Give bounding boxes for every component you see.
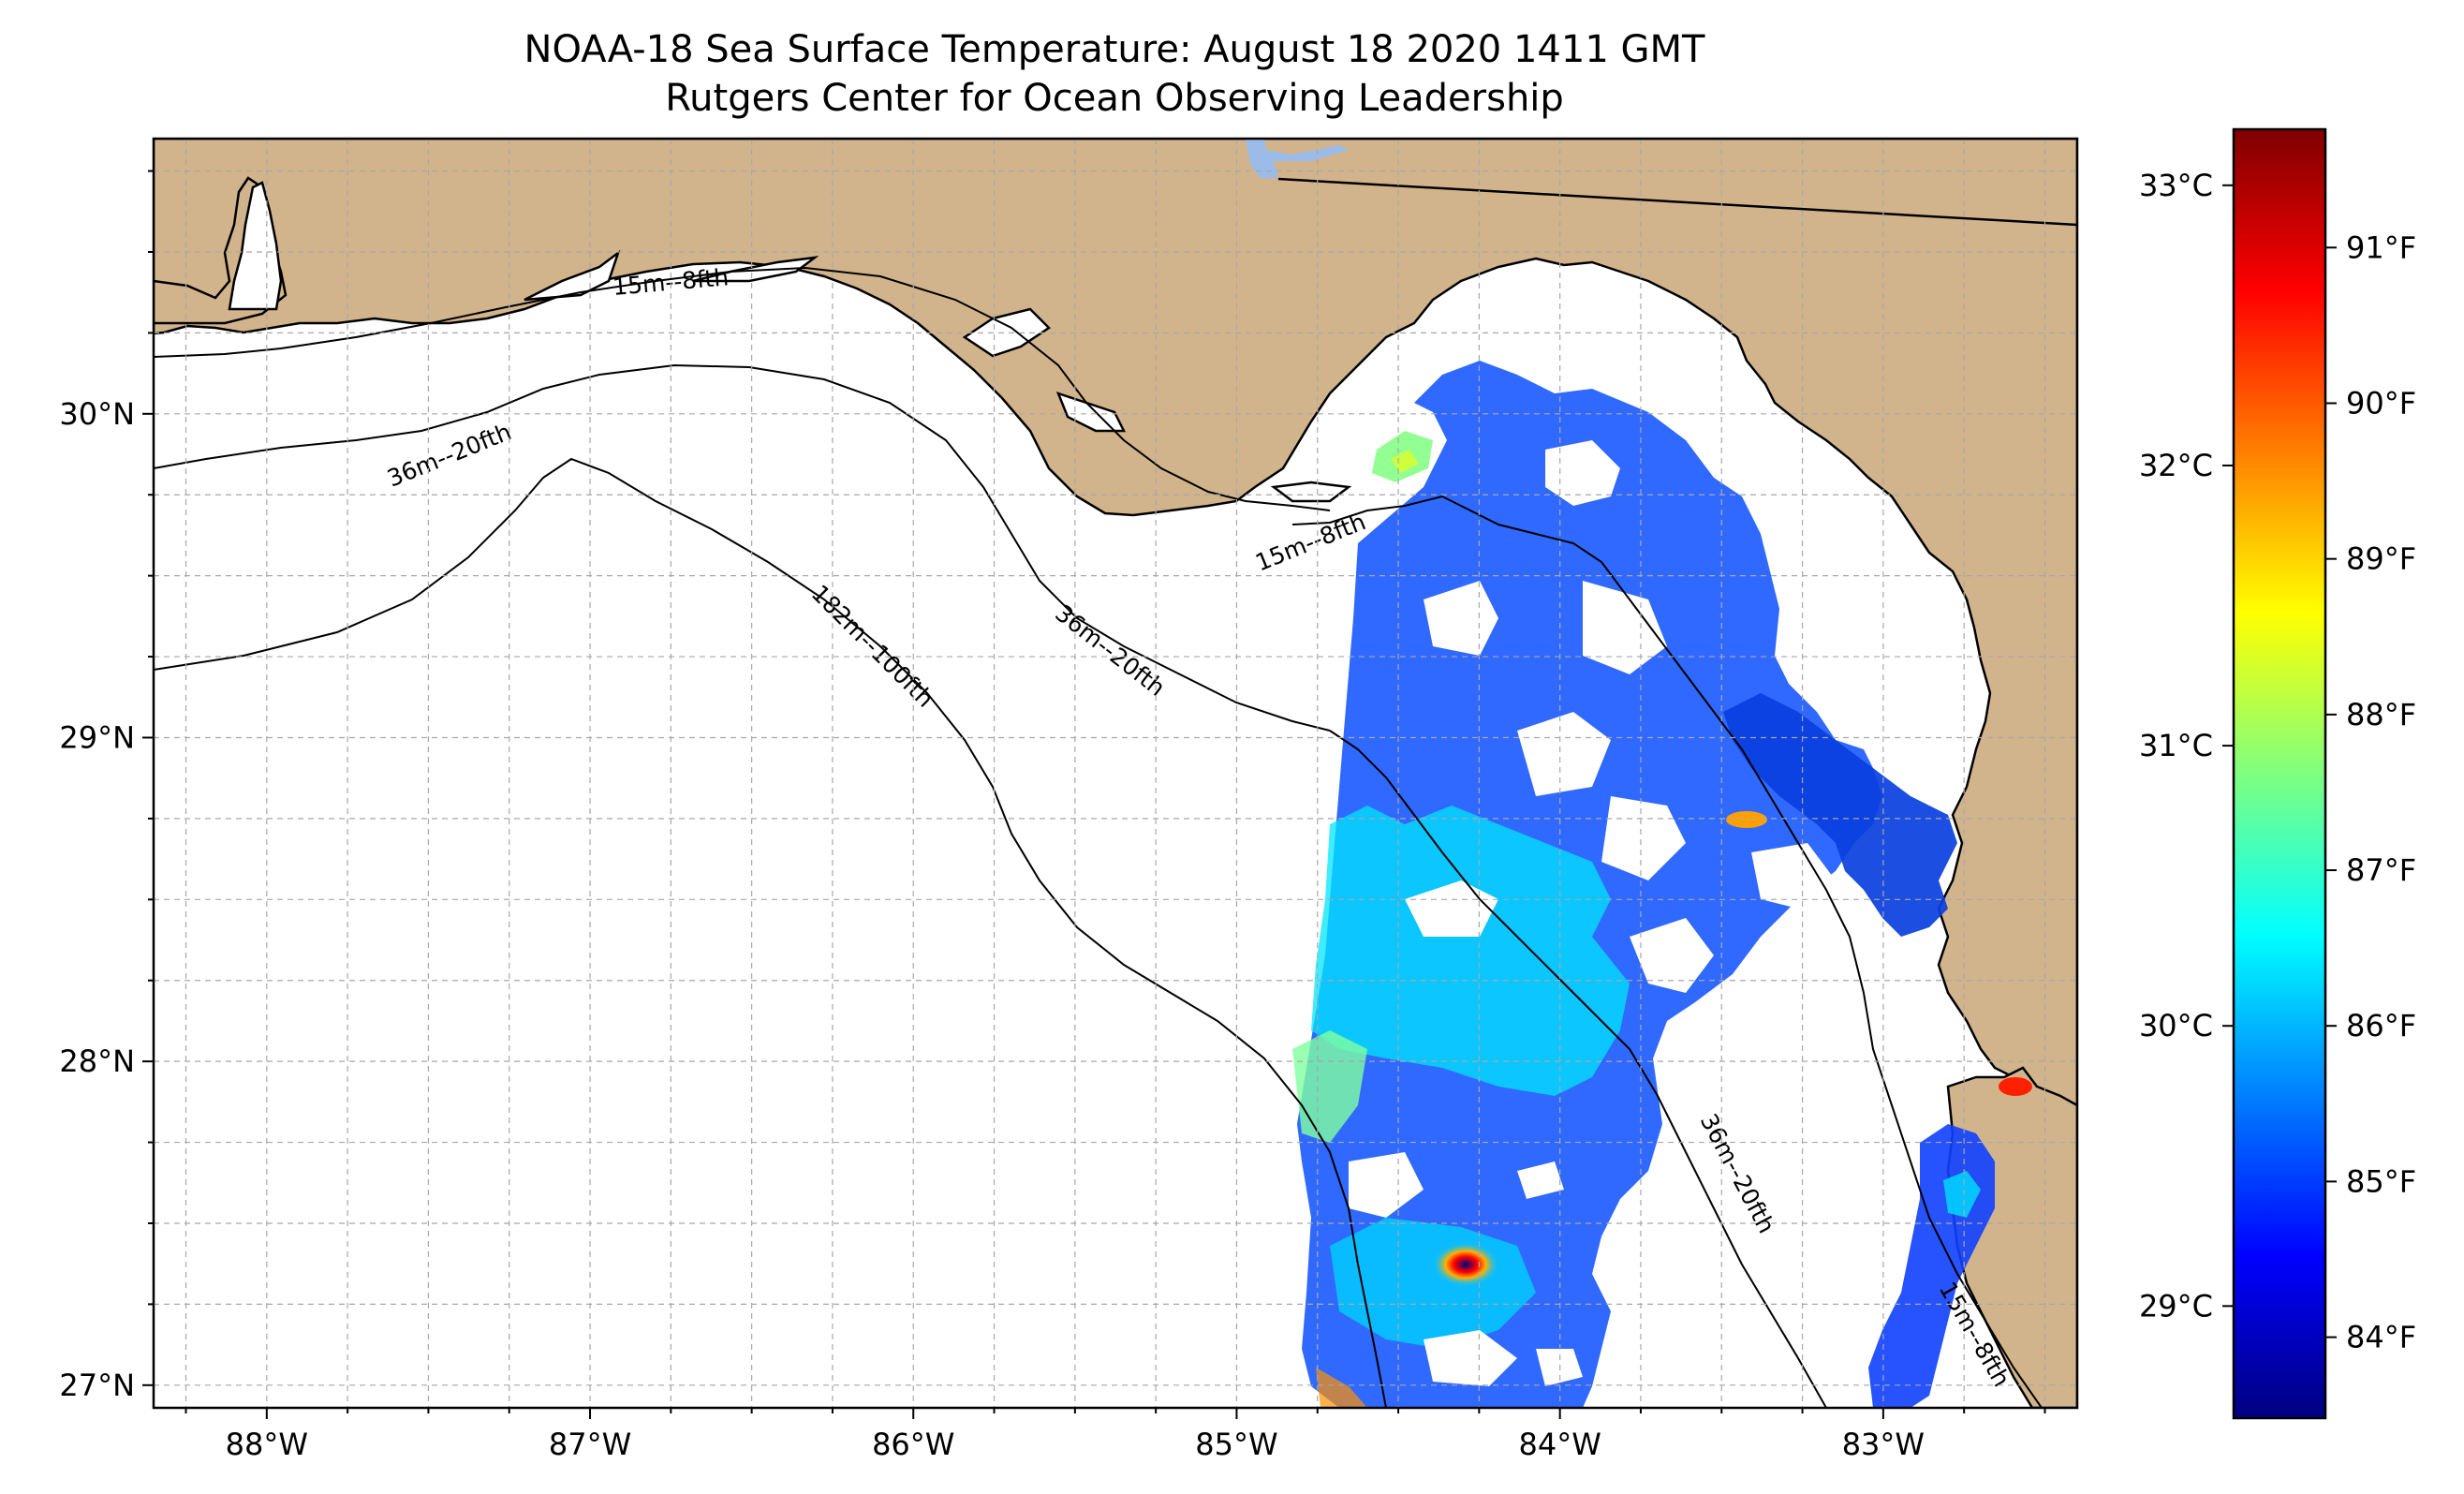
map-frame xyxy=(152,137,2079,1410)
colorbar-celsius-label: 31°C xyxy=(2139,728,2213,763)
longitude-tick-label: 85°W xyxy=(1195,1427,1277,1462)
mobile-bay xyxy=(228,181,283,311)
cloud-gap xyxy=(1424,581,1498,656)
colorbar-fill xyxy=(2232,127,2327,1420)
sst-east-swath xyxy=(1723,693,1957,937)
cloud-gap xyxy=(1751,843,1836,909)
longitude-tick-label: 86°W xyxy=(872,1427,954,1462)
colorbar-fahrenheit-label: 84°F xyxy=(2346,1320,2416,1355)
cloud-mask xyxy=(1349,440,1836,1386)
longitude-tick-label: 84°W xyxy=(1518,1427,1601,1462)
cloud-gap xyxy=(1349,1152,1424,1218)
sst-orange-edge xyxy=(1316,1368,1367,1408)
colorbar-fahrenheit-label: 88°F xyxy=(2346,697,2416,732)
colorbar-celsius-label: 33°C xyxy=(2139,168,2213,203)
sst-east-hotspot xyxy=(1726,811,1767,828)
longitude-tick-label: 83°W xyxy=(1842,1427,1925,1462)
sst-cyan-band xyxy=(1311,806,1630,1096)
figure-title-line1: NOAA-18 Sea Surface Temperature: August … xyxy=(524,28,1705,71)
cloud-gap xyxy=(1583,581,1667,674)
cloud-gap xyxy=(1601,796,1686,880)
sst-green-southwest xyxy=(1292,1030,1367,1143)
colorbar-fahrenheit-label: 90°F xyxy=(2346,385,2416,421)
colorbar-celsius-axis: 29°C 30°C 31°C 32°C 33°C xyxy=(2139,168,2234,1324)
state-border-line xyxy=(1277,177,2077,227)
sst-tampa-cyan xyxy=(1943,1171,1981,1218)
colorbar-celsius-label: 32°C xyxy=(2139,448,2213,483)
sst-yellow-patch xyxy=(1391,450,1419,473)
longitude-tick-label: 88°W xyxy=(226,1427,308,1462)
cloud-gap xyxy=(1630,918,1714,993)
contour-15m-east xyxy=(1291,495,2043,1408)
pensacola-bay xyxy=(524,249,621,302)
cloud-gap xyxy=(1517,712,1611,796)
cloud-gap xyxy=(1517,1161,1564,1199)
sst-data-swath xyxy=(1292,361,2032,1408)
apalachee-bay xyxy=(1270,481,1352,503)
colorbar-celsius-label: 30°C xyxy=(2139,1008,2213,1043)
colorbar-celsius-label: 29°C xyxy=(2139,1288,2213,1324)
colorbar-fahrenheit-label: 85°F xyxy=(2346,1163,2416,1199)
sst-hotspot-south xyxy=(1432,1242,1499,1287)
latitude-tick-label: 28°N xyxy=(59,1043,135,1079)
figure-title-line2: Rutgers Center for Ocean Observing Leade… xyxy=(665,77,1564,120)
cloud-gap xyxy=(1536,1349,1583,1386)
contour-36m-east xyxy=(1329,730,1827,1408)
cloud-gap xyxy=(1424,1330,1517,1386)
longitude-axis: 88°W 87°W 86°W 85°W 84°W 83°W xyxy=(184,1408,2046,1462)
map-panel: 15m--8fth 36m--20fth 15m--8fth 36m--20ft… xyxy=(59,137,2079,1462)
latitude-axis: 30°N 29°N 28°N 27°N xyxy=(59,170,154,1403)
cloud-gap xyxy=(1545,440,1620,506)
latitude-tick-label: 30°N xyxy=(59,396,135,432)
map-gridlines xyxy=(154,139,2077,1408)
colorbar-fahrenheit-label: 87°F xyxy=(2346,852,2416,888)
bay-cutouts xyxy=(228,181,1352,503)
latitude-tick-label: 29°N xyxy=(59,719,135,755)
colorbar-fahrenheit-label: 86°F xyxy=(2346,1008,2416,1043)
contour-36m-north xyxy=(154,363,1331,732)
colorbar-fahrenheit-label: 89°F xyxy=(2346,541,2416,577)
sst-tampa-hotspot xyxy=(1999,1077,2032,1096)
colorbar-fahrenheit-label: 91°F xyxy=(2346,229,2416,265)
colorbar-fahrenheit-axis: 84°F 85°F 86°F 87°F 88°F 89°F 90°F 91°F xyxy=(2325,229,2416,1355)
colorbar: 29°C 30°C 31°C 32°C 33°C 84°F 85°F 86°F 87°F 88°… xyxy=(2139,127,2416,1420)
latitude-tick-label: 27°N xyxy=(59,1368,135,1403)
lake-area xyxy=(1246,139,1349,178)
contour-182m xyxy=(154,457,1387,1408)
longitude-tick-label: 87°W xyxy=(549,1427,631,1462)
